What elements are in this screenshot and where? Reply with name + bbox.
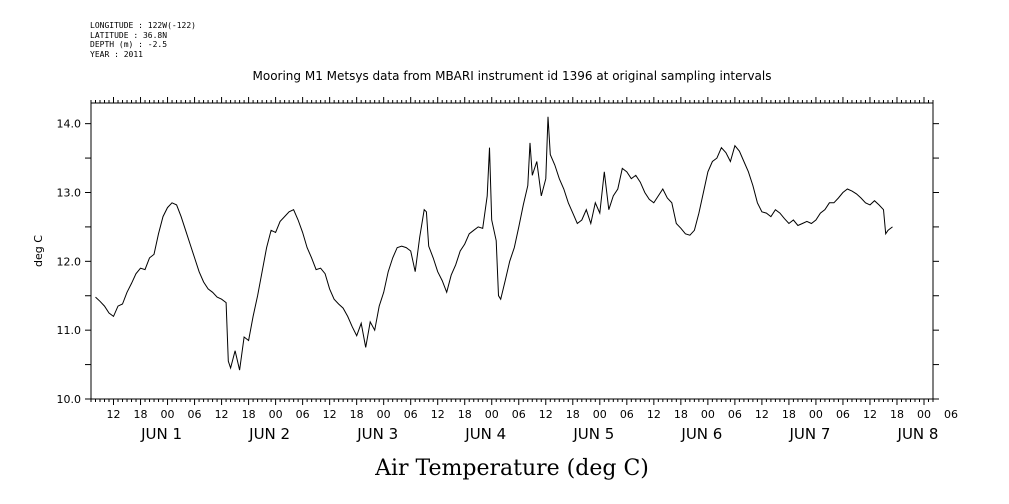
hour-tick-label: 12 — [647, 408, 661, 421]
hour-tick-label: 06 — [188, 408, 202, 421]
hour-tick-label: 00 — [809, 408, 823, 421]
hour-tick-label: 18 — [242, 408, 256, 421]
date-label: JUN 5 — [572, 425, 614, 443]
hour-tick-label: 00 — [593, 408, 607, 421]
date-label: JUN 2 — [248, 425, 290, 443]
hour-tick-label: 12 — [539, 408, 553, 421]
x-axis-tick-labels: 12 18 00 06 12 18 00 06 12 18 00 06 12 18 00 06 12 18 00 06… — [107, 408, 958, 421]
y-tick-label: 12.0 — [57, 255, 82, 268]
hour-tick-label: 06 — [404, 408, 418, 421]
date-label: JUN 3 — [356, 425, 398, 443]
date-label: JUN 7 — [788, 425, 830, 443]
hour-tick-label: 18 — [566, 408, 580, 421]
hour-tick-label: 00 — [701, 408, 715, 421]
hour-tick-label: 18 — [890, 408, 904, 421]
hour-tick-label: 00 — [917, 408, 931, 421]
hour-tick-label: 06 — [836, 408, 850, 421]
hour-tick-label: 18 — [674, 408, 688, 421]
hour-tick-label: 00 — [161, 408, 175, 421]
y-tick-label: 10.0 — [57, 393, 82, 406]
y-tick-label: 13.0 — [57, 186, 82, 199]
date-label: JUN 1 — [140, 425, 182, 443]
date-label: JUN 4 — [464, 425, 506, 443]
hour-tick-label: 06 — [728, 408, 742, 421]
bottom-tick-marks — [90, 399, 934, 405]
hour-tick-label: 06 — [296, 408, 310, 421]
hour-tick-label: 06 — [512, 408, 526, 421]
hour-tick-label: 00 — [269, 408, 283, 421]
hour-tick-label: 06 — [620, 408, 634, 421]
hour-tick-label: 12 — [215, 408, 229, 421]
hour-tick-label: 18 — [782, 408, 796, 421]
y-tick-label: 11.0 — [57, 324, 82, 337]
plot-metadata: LONGITUDE : 122W(-122) LATITUDE : 36.8N … — [90, 21, 196, 59]
hour-tick-label: 00 — [377, 408, 391, 421]
hour-tick-label: 18 — [350, 408, 364, 421]
latitude-label: LATITUDE : 36.8N — [90, 30, 168, 40]
longitude-label: LONGITUDE : 122W(-122) — [90, 21, 196, 30]
hour-tick-label: 12 — [755, 408, 769, 421]
y-axis-label: deg C — [32, 235, 45, 267]
year-label: YEAR : 2011 — [90, 49, 143, 59]
top-tick-marks — [90, 97, 934, 103]
date-label: JUN 8 — [897, 425, 939, 443]
x-axis-label: Air Temperature (deg C) — [374, 456, 649, 481]
chart-title: Mooring M1 Metsys data from MBARI instru… — [253, 69, 772, 83]
hour-tick-label: 18 — [134, 408, 148, 421]
hour-tick-label: 06 — [944, 408, 958, 421]
y-tick-label: 14.0 — [57, 118, 82, 131]
date-label: JUN 6 — [680, 425, 722, 443]
hour-tick-label: 12 — [107, 408, 121, 421]
plot-frame — [90, 102, 934, 400]
hour-tick-label: 12 — [863, 408, 877, 421]
hour-tick-label: 12 — [431, 408, 445, 421]
y-axis-ticks: 10.0 11.0 12.0 13.0 14.0 — [57, 118, 939, 406]
x-axis-date-labels: JUN 1 JUN 2 JUN 3 JUN 4 JUN 5 JUN 6 JUN 7 JUN 8 — [140, 425, 938, 443]
hour-tick-label: 18 — [458, 408, 472, 421]
air-temperature-line — [95, 116, 893, 371]
hour-tick-label: 12 — [323, 408, 337, 421]
hour-tick-label: 00 — [485, 408, 499, 421]
depth-label: DEPTH (m) : -2.5 — [90, 40, 168, 49]
